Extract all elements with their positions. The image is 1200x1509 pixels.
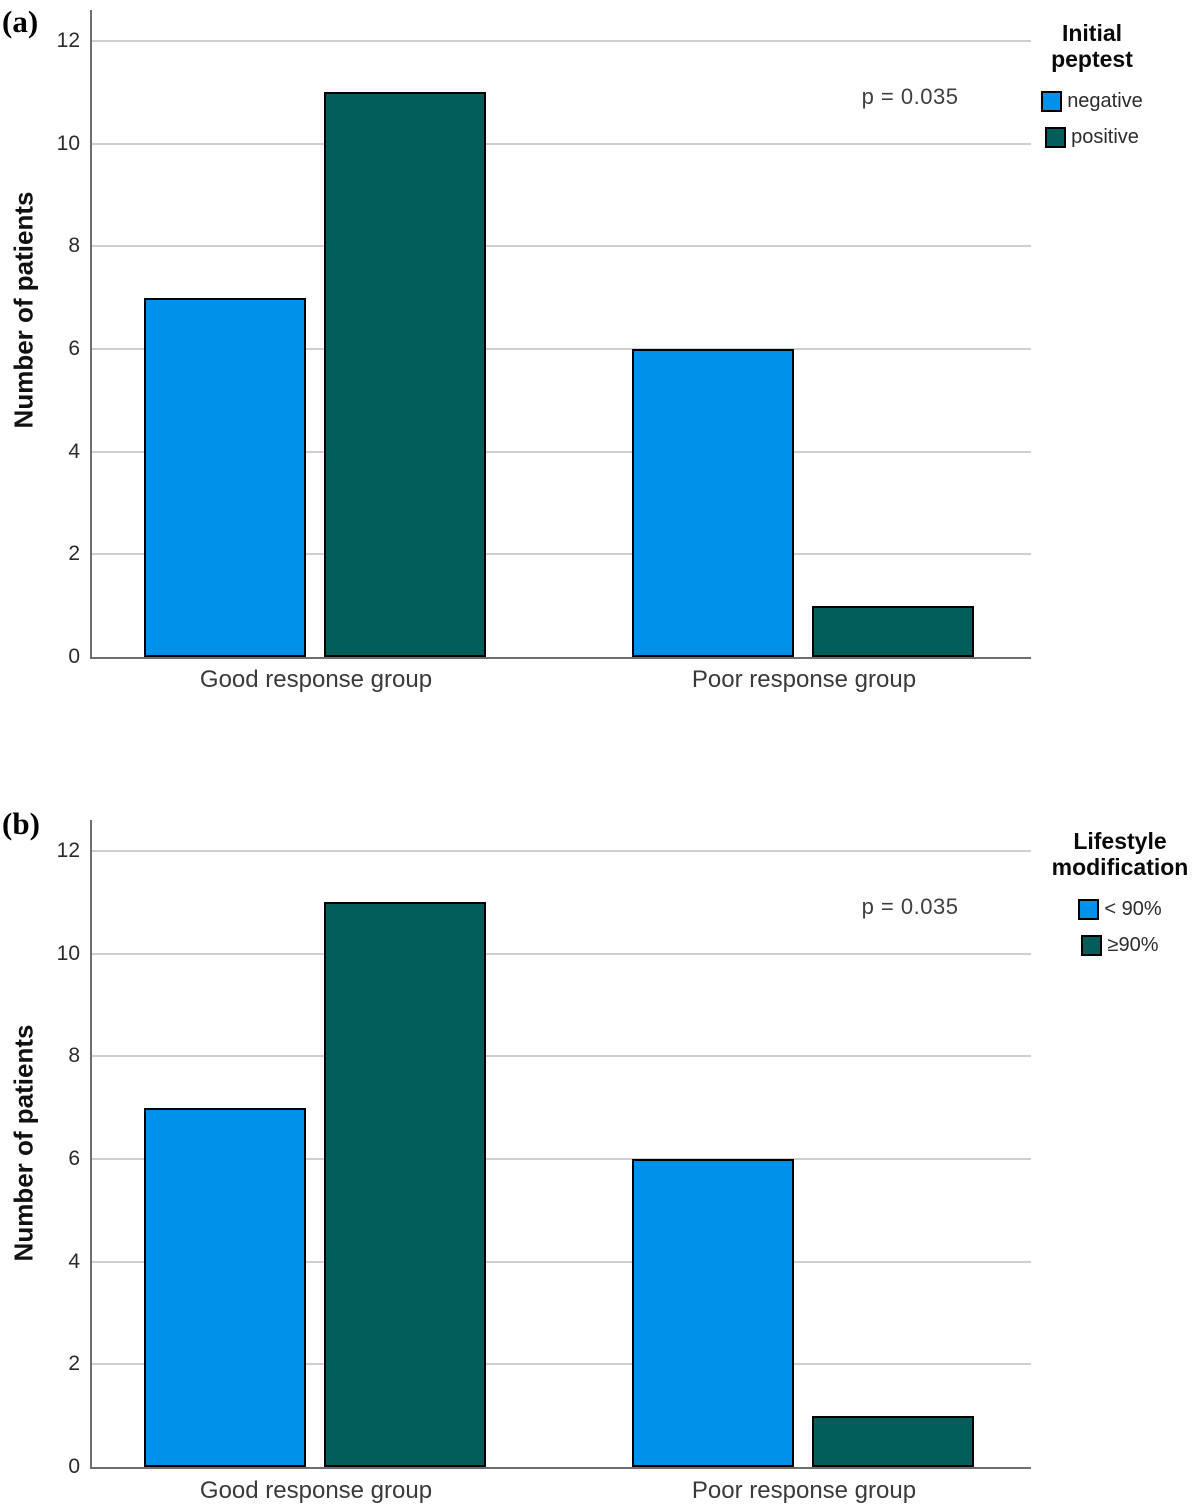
legend-item: negative — [1041, 90, 1143, 113]
gridline — [90, 39, 1031, 42]
gridline — [90, 245, 1031, 248]
gridlines — [90, 10, 1031, 657]
x-category-label: Poor response group — [691, 666, 917, 693]
bar-poor-response-group-series-1 — [812, 1415, 975, 1467]
gridline — [90, 1055, 1031, 1058]
y-tick-label: 12 — [56, 838, 80, 862]
legend-item-label: negative — [1067, 90, 1143, 112]
legend-swatch — [1081, 935, 1103, 956]
y-tick-label: 4 — [68, 1249, 80, 1273]
bars — [90, 820, 1031, 1467]
panel-label-a: (a) — [2, 4, 39, 39]
legend-title-line: peptest — [1051, 46, 1133, 72]
gridlines — [90, 820, 1031, 1467]
legend-title: Initial peptest — [1051, 20, 1133, 72]
legend: Initial peptest negative positive — [1012, 20, 1172, 149]
bar-poor-response-group-series-0 — [632, 348, 795, 657]
legend-title-line: modification — [1051, 854, 1189, 880]
gridline — [90, 450, 1031, 453]
y-tick-label: 10 — [56, 131, 80, 155]
y-tick-label: 8 — [68, 234, 80, 258]
y-axis-line — [90, 10, 92, 657]
gridline — [90, 1363, 1031, 1366]
y-tick-labels: 0 2 4 6 8 10 12 — [0, 10, 80, 668]
legend-item: ≥90% — [1081, 934, 1159, 957]
bar-poor-response-group-series-0 — [632, 1158, 795, 1467]
bar-good-response-group-series-1 — [323, 92, 486, 657]
x-axis-line — [90, 1467, 1031, 1469]
y-tick-labels: 0 2 4 6 8 10 12 — [0, 820, 80, 1478]
y-tick-label: 4 — [68, 439, 80, 463]
plot-area: p = 0.035 — [90, 10, 1031, 659]
legend-title: Lifestyle modification — [1052, 828, 1189, 880]
gridline — [90, 1157, 1031, 1160]
gridline — [90, 1260, 1031, 1263]
legend: Lifestyle modification < 90% ≥90% — [1040, 828, 1200, 957]
bar-poor-response-group-series-1 — [812, 605, 975, 657]
p-value-annotation: p = 0.035 — [861, 894, 959, 919]
gridline — [90, 553, 1031, 556]
y-tick-label: 6 — [68, 1146, 80, 1170]
y-tick-label: 0 — [68, 1455, 80, 1478]
y-tick-label: 8 — [68, 1044, 80, 1068]
p-value-annotation: p = 0.035 — [861, 84, 959, 109]
y-tick-label: 2 — [68, 542, 80, 566]
x-category-label: Poor response group — [691, 1477, 917, 1504]
x-axis-line — [90, 657, 1031, 659]
x-category-label: Good response group — [199, 1477, 433, 1504]
legend-title-line: Lifestyle — [1073, 828, 1167, 854]
bar-good-response-group-series-1 — [323, 902, 486, 1467]
y-tick-label: 12 — [56, 28, 80, 52]
legend-swatch — [1078, 899, 1100, 920]
bars — [90, 10, 1031, 657]
panel-label-b: (b) — [2, 806, 40, 841]
legend-item-label: positive — [1071, 126, 1139, 148]
gridline — [90, 142, 1031, 145]
y-tick-label: 10 — [56, 941, 80, 965]
plot-area: p = 0.035 — [90, 820, 1031, 1469]
x-category-label: Good response group — [199, 666, 433, 693]
legend-items: < 90% ≥90% — [1078, 898, 1162, 957]
bar-good-response-group-series-0 — [143, 297, 306, 657]
legend-item-label: < 90% — [1104, 898, 1162, 920]
gridline — [90, 347, 1031, 350]
y-axis-line — [90, 820, 92, 1467]
legend-items: negative positive — [1041, 90, 1143, 149]
bar-good-response-group-series-0 — [143, 1107, 306, 1467]
y-tick-label: 6 — [68, 336, 80, 360]
y-tick-label: 2 — [68, 1352, 80, 1376]
legend-swatch — [1045, 127, 1067, 148]
y-tick-label: 0 — [68, 645, 80, 668]
legend-title-line: Initial — [1061, 20, 1123, 46]
gridline — [90, 849, 1031, 852]
gridline — [90, 952, 1031, 955]
legend-swatch — [1041, 91, 1063, 112]
legend-item-label: ≥90% — [1107, 934, 1159, 956]
legend-item: < 90% — [1078, 898, 1162, 921]
legend-item: positive — [1045, 126, 1139, 149]
